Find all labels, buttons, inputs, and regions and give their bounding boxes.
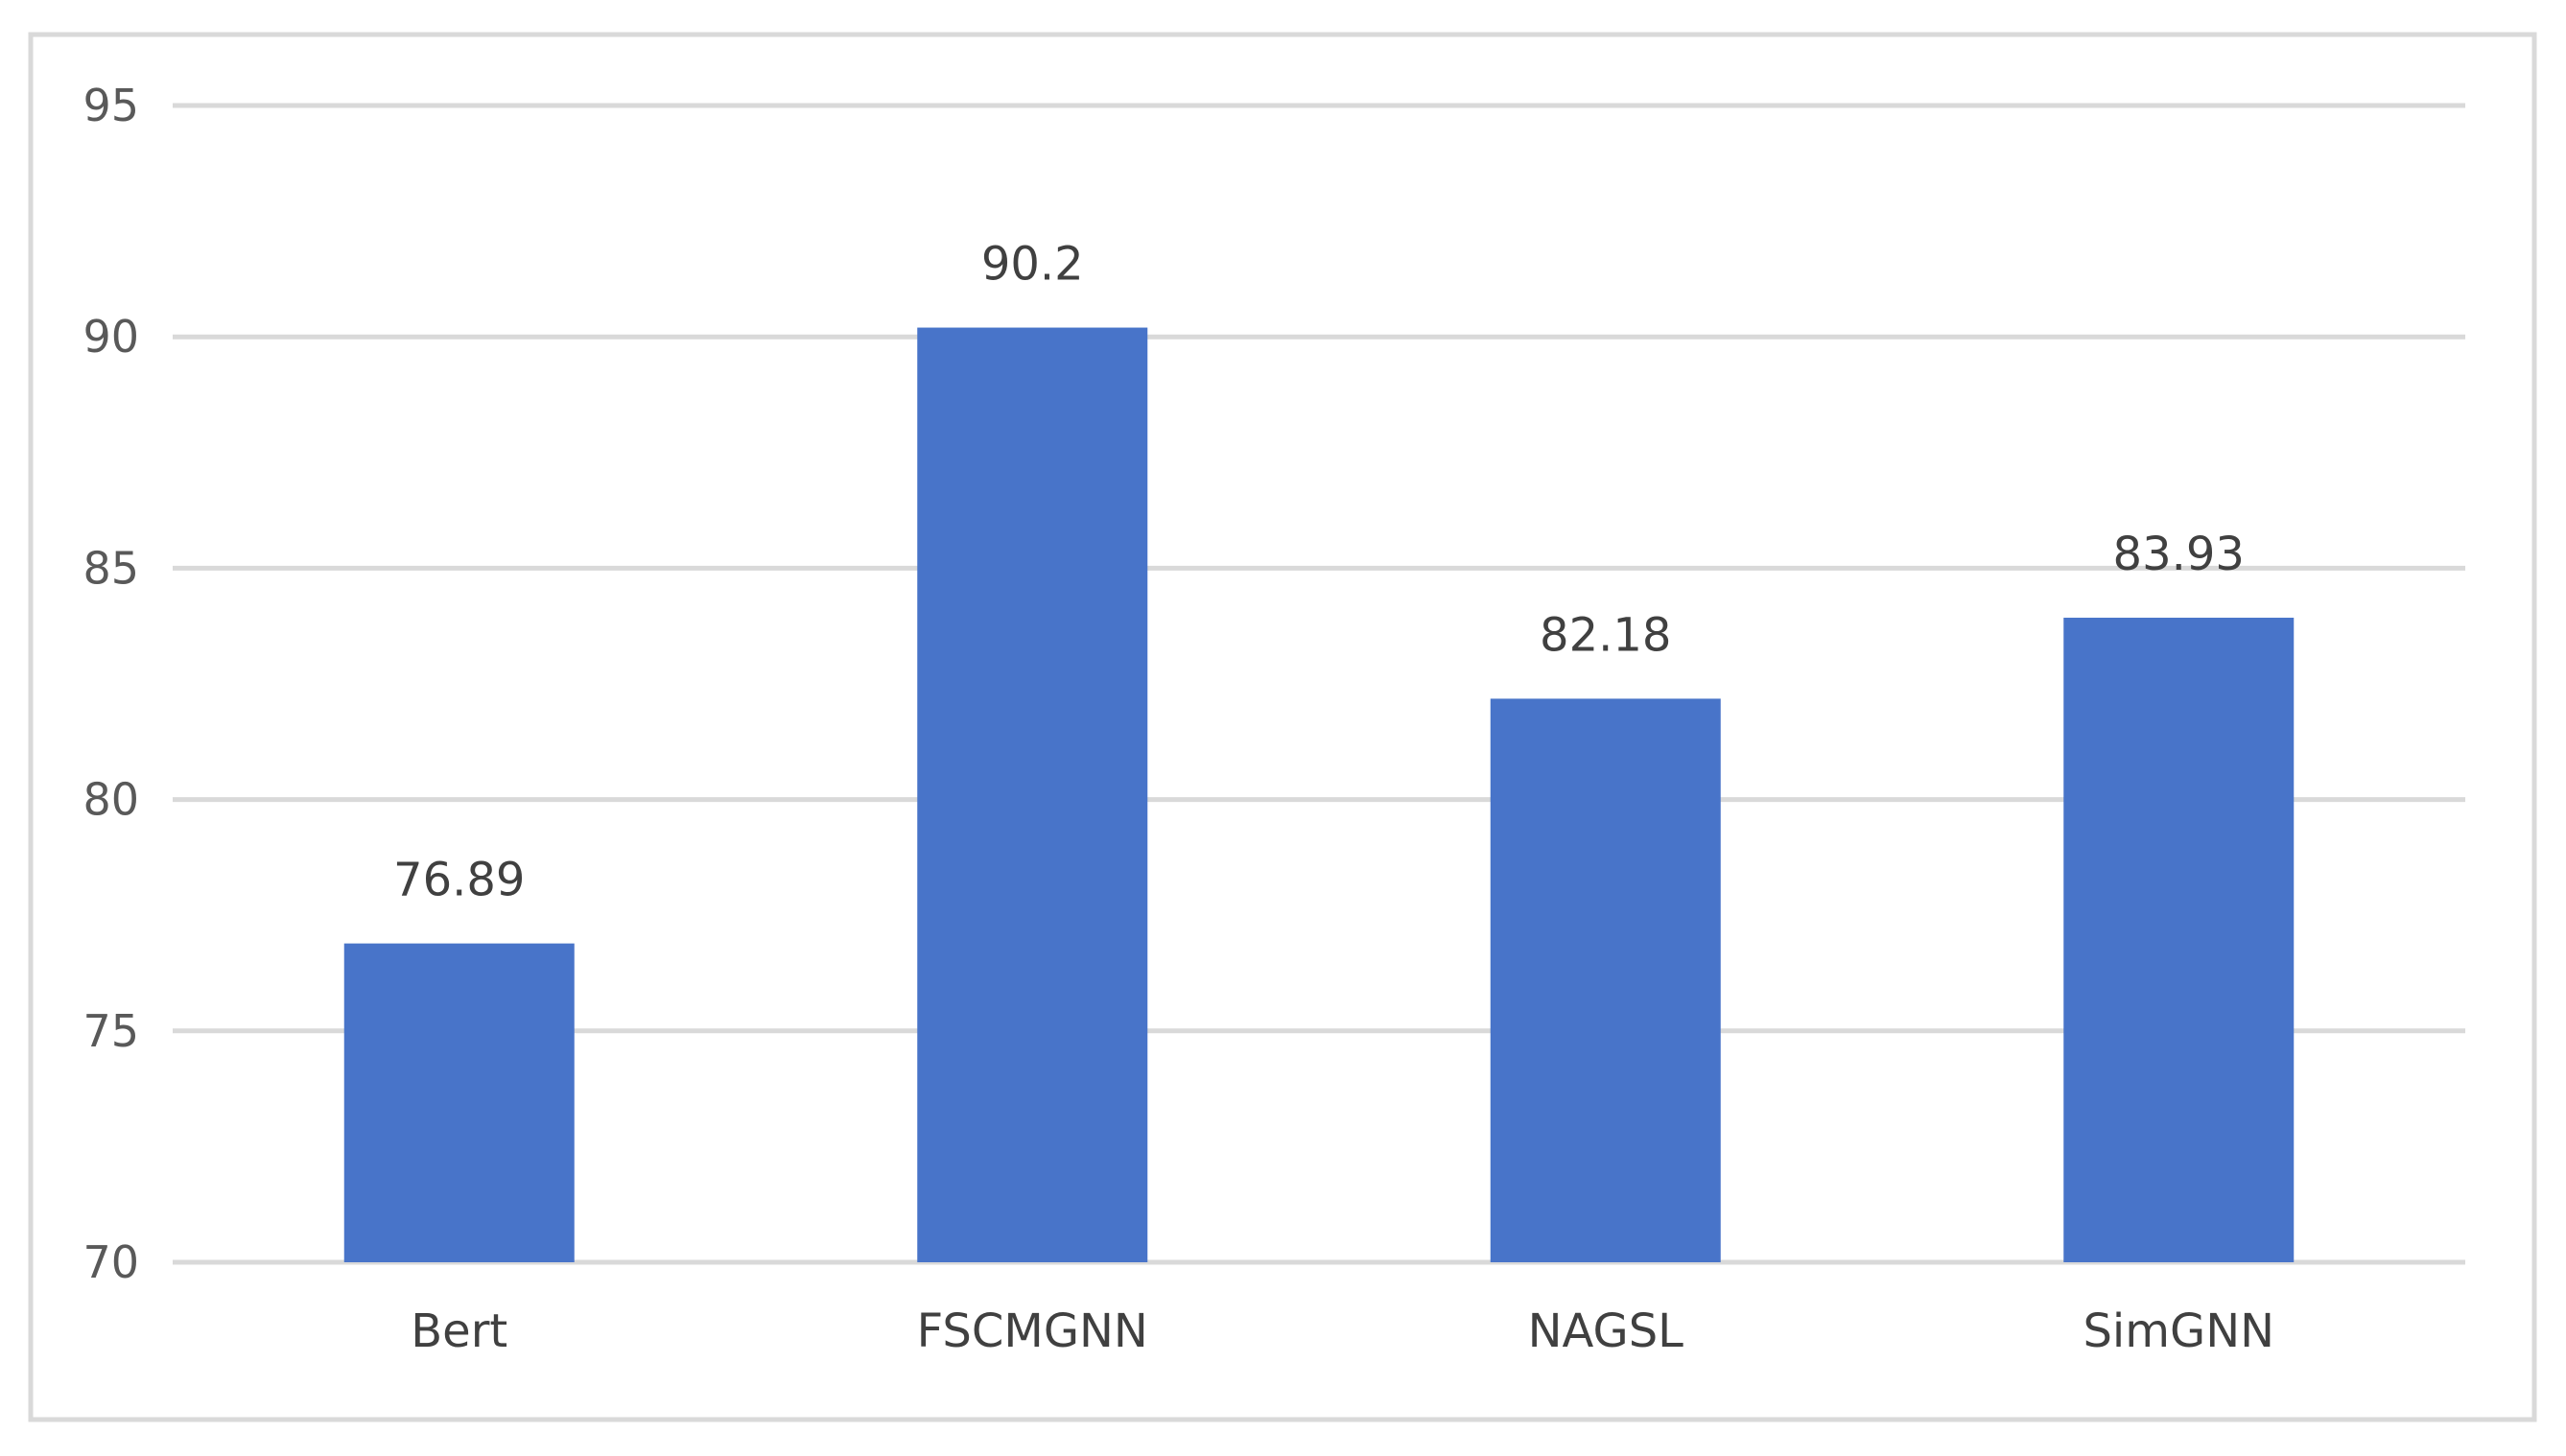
category-label-bert: Bert — [411, 1304, 507, 1358]
category-label-simgnn: SimGNN — [2083, 1304, 2274, 1358]
bar-simgnn — [2063, 618, 2295, 1262]
bar-fscmgnn — [917, 327, 1148, 1262]
bars — [343, 327, 2295, 1262]
data-label-nagsl: 82.18 — [1540, 608, 1671, 662]
y-tick-label: 80 — [82, 774, 139, 826]
y-tick-label: 75 — [82, 1005, 139, 1057]
data-label-simgnn: 83.93 — [2113, 528, 2245, 581]
y-axis-ticks: 70 75 80 85 90 95 — [82, 80, 139, 1288]
data-labels: 76.89 90.2 82.18 83.93 — [393, 238, 2245, 907]
category-label-nagsl: NAGSL — [1528, 1304, 1684, 1358]
bar-nagsl — [1490, 698, 1721, 1262]
y-tick-label: 85 — [82, 542, 139, 594]
data-label-fscmgnn: 90.2 — [981, 238, 1084, 292]
x-axis-categories: Bert FSCMGNN NAGSL SimGNN — [411, 1304, 2274, 1358]
category-label-fscmgnn: FSCMGNN — [917, 1304, 1148, 1358]
y-tick-label: 70 — [82, 1236, 139, 1288]
y-tick-label: 95 — [82, 80, 139, 131]
bar-bert — [343, 943, 575, 1262]
y-tick-label: 90 — [82, 311, 139, 363]
data-label-bert: 76.89 — [393, 854, 525, 907]
